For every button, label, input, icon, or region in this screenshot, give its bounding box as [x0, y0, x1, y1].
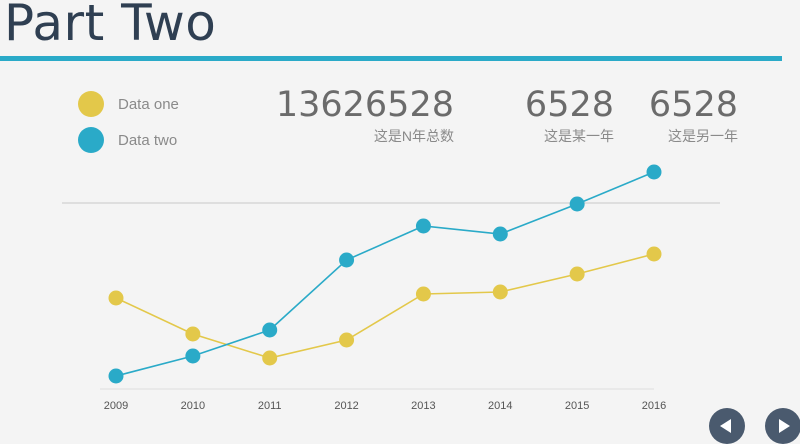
x-tick-label: 2014: [488, 400, 512, 412]
stat-year-a-caption: 这是某一年: [544, 128, 614, 144]
series-1-point: [646, 246, 662, 262]
legend-item-data-two: Data two: [78, 122, 179, 158]
series-2-point: [646, 164, 662, 180]
x-tick-label: 2009: [104, 400, 128, 412]
series-1-point: [262, 350, 278, 366]
legend-swatch-data-one: [78, 91, 104, 117]
x-tick-label: 2013: [411, 400, 435, 412]
series-2-point: [185, 348, 201, 364]
stat-total: 13626528 这是N年总数: [276, 86, 454, 146]
stat-year-b: 6528 这是另一年: [649, 86, 738, 146]
series-1-point: [185, 326, 201, 342]
x-tick-label: 2012: [334, 400, 358, 412]
stat-year-b-value: 6528: [648, 85, 738, 125]
x-tick-label: 2011: [258, 400, 282, 412]
series-1-point: [415, 286, 431, 302]
stat-year-b-caption: 这是另一年: [668, 128, 738, 144]
series-2-point: [569, 196, 585, 212]
page-title: Part Two: [4, 0, 217, 52]
legend-swatch-data-two: [78, 127, 104, 153]
series-line-1: [115, 253, 655, 359]
series-1-point: [339, 332, 355, 348]
legend-label-data-two: Data two: [118, 131, 178, 149]
prev-slide-button[interactable]: [709, 408, 745, 444]
title-rule: [0, 56, 782, 61]
legend-item-data-one: Data one: [78, 86, 179, 122]
legend-label-data-one: Data one: [118, 95, 179, 113]
stat-year-a: 6528 这是某一年: [525, 86, 614, 146]
series-2-point: [492, 226, 508, 242]
triangle-right-icon: [779, 419, 790, 433]
x-tick-label: 2016: [642, 400, 666, 412]
series-1-point: [569, 266, 585, 282]
x-tick-label: 2010: [181, 400, 205, 412]
series-line-2: [115, 171, 655, 377]
stat-year-a-value: 6528: [524, 85, 614, 125]
series-2-point: [262, 322, 278, 338]
series-1-point: [492, 284, 508, 300]
series-2-point: [339, 252, 355, 268]
series-2-point: [415, 218, 431, 234]
x-tick-label: 2015: [565, 400, 589, 412]
stat-total-caption: 这是N年总数: [373, 128, 454, 144]
triangle-left-icon: [720, 419, 731, 433]
series-1-point: [108, 290, 124, 306]
chart-legend: Data one Data two: [78, 86, 179, 158]
stat-total-value: 13626528: [275, 85, 454, 125]
series-2-point: [108, 368, 124, 384]
next-slide-button[interactable]: [765, 408, 800, 444]
